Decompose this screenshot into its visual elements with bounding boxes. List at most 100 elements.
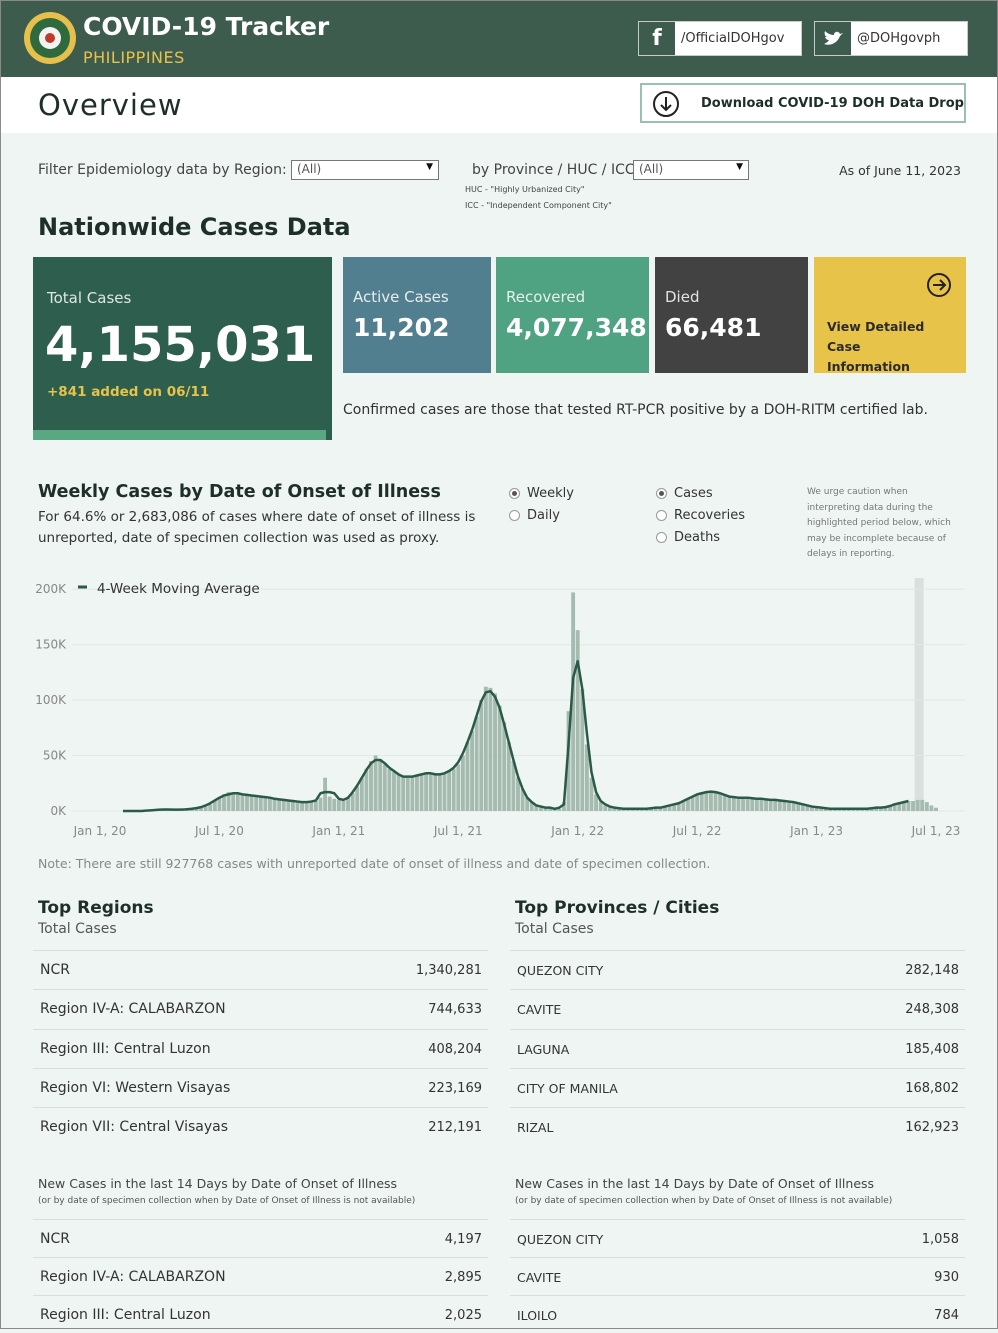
bar — [296, 802, 300, 811]
bar — [314, 801, 318, 811]
table-title: Top Provinces / Cities — [515, 898, 719, 918]
y-tick-label: 100K — [35, 693, 67, 707]
bar — [925, 802, 929, 811]
app-title: COVID-19 Tracker — [83, 12, 329, 41]
bar — [493, 693, 497, 811]
row-value: 282,148 — [905, 963, 959, 978]
moving-average-line — [123, 661, 908, 811]
bar — [727, 797, 731, 811]
row-value: 2,025 — [445, 1308, 482, 1323]
huc-note: HUC - "Highly Urbanized City" — [465, 185, 585, 194]
row-value: 930 — [934, 1270, 959, 1285]
bar — [364, 769, 368, 811]
row-name: CAVITE — [517, 1270, 561, 1285]
twitter-handle: @DOHgovph — [857, 31, 940, 46]
x-tick-label: Jul 1, 22 — [672, 824, 722, 838]
highlight-band — [915, 578, 924, 811]
radio-label: Cases — [674, 486, 713, 501]
row-value: 1,058 — [922, 1232, 959, 1247]
bar — [392, 772, 396, 811]
bar — [737, 798, 741, 811]
table-row: QUEZON CITY 282,148 — [510, 950, 965, 989]
page-title: Overview — [38, 88, 183, 122]
row-name: NCR — [40, 962, 70, 978]
tile-label: Total Cases — [47, 289, 131, 307]
row-name: QUEZON CITY — [517, 1232, 603, 1247]
row-name: RIZAL — [517, 1120, 553, 1135]
row-name: ILOILO — [517, 1308, 557, 1323]
row-name: Region VII: Central Visayas — [40, 1119, 228, 1135]
row-value: 248,308 — [905, 1002, 959, 1017]
bar — [433, 774, 437, 811]
bar — [273, 799, 277, 811]
bar — [355, 787, 359, 811]
province-dropdown[interactable]: (All)▼ — [633, 160, 749, 180]
bar — [231, 793, 235, 811]
radio-button[interactable] — [509, 510, 520, 521]
bar — [470, 731, 474, 811]
bar — [714, 792, 718, 811]
bar — [479, 700, 483, 811]
radio-button[interactable] — [656, 488, 667, 499]
facebook-handle: /OfficialDOHgov — [681, 31, 784, 46]
table-row: QUEZON CITY 1,058 — [510, 1219, 965, 1257]
bar — [723, 795, 727, 811]
bar — [507, 742, 511, 811]
radio-button[interactable] — [509, 488, 520, 499]
row-value: 212,191 — [428, 1120, 482, 1135]
bar — [691, 797, 695, 811]
radio-button[interactable] — [656, 532, 667, 543]
row-name: QUEZON CITY — [517, 963, 603, 978]
x-tick-label: Jul 1, 21 — [433, 824, 483, 838]
bar — [424, 772, 428, 811]
bar — [360, 778, 364, 811]
bar — [920, 800, 924, 811]
bar — [415, 775, 419, 811]
table-note: (or by date of specimen collection when … — [38, 1196, 415, 1206]
y-tick-label: 0K — [50, 804, 67, 818]
row-name: CITY OF MANILA — [517, 1081, 618, 1096]
province-dropdown-value: (All) — [639, 162, 663, 176]
table-row: CITY OF MANILA 168,802 — [510, 1068, 965, 1107]
bar — [236, 793, 240, 811]
row-value: 223,169 — [428, 1081, 482, 1096]
bar — [254, 797, 258, 811]
added-today: +841 added on 06/11 — [47, 384, 209, 400]
row-value: 185,408 — [905, 1042, 959, 1057]
bar — [911, 801, 915, 811]
facebook-link[interactable]: f /OfficialDOHgov — [638, 21, 802, 56]
twitter-link[interactable]: @DOHgovph — [814, 21, 968, 56]
x-tick-label: Jan 1, 23 — [789, 824, 843, 838]
row-value: 168,802 — [905, 1081, 959, 1096]
region-dropdown-value: (All) — [297, 162, 321, 176]
tile-value: 11,202 — [353, 313, 449, 342]
table-row: Region VII: Central Visayas 212,191 — [33, 1107, 488, 1146]
row-value: 4,197 — [445, 1232, 482, 1247]
radio-button[interactable] — [656, 510, 667, 521]
bar — [351, 793, 355, 811]
download-button[interactable]: Download COVID-19 DOH Data Drop — [640, 83, 966, 123]
radio-label: Deaths — [674, 530, 720, 545]
tile-value: 66,481 — [665, 313, 761, 342]
bar — [208, 804, 212, 811]
table-title: Top Regions — [38, 898, 154, 918]
active-cases-tile: Active Cases 11,202 — [343, 257, 491, 373]
bar — [447, 771, 451, 811]
tile-value: 4,077,348 — [506, 313, 647, 342]
bar — [484, 687, 488, 811]
bar — [245, 795, 249, 811]
bar — [410, 778, 414, 811]
bar — [452, 769, 456, 811]
legend-label: 4-Week Moving Average — [97, 581, 260, 597]
region-dropdown[interactable]: (All)▼ — [291, 160, 439, 180]
details-tile[interactable]: View Detailed Case Information — [814, 257, 966, 373]
bar — [305, 803, 309, 811]
bar — [286, 801, 290, 811]
bar — [461, 756, 465, 811]
